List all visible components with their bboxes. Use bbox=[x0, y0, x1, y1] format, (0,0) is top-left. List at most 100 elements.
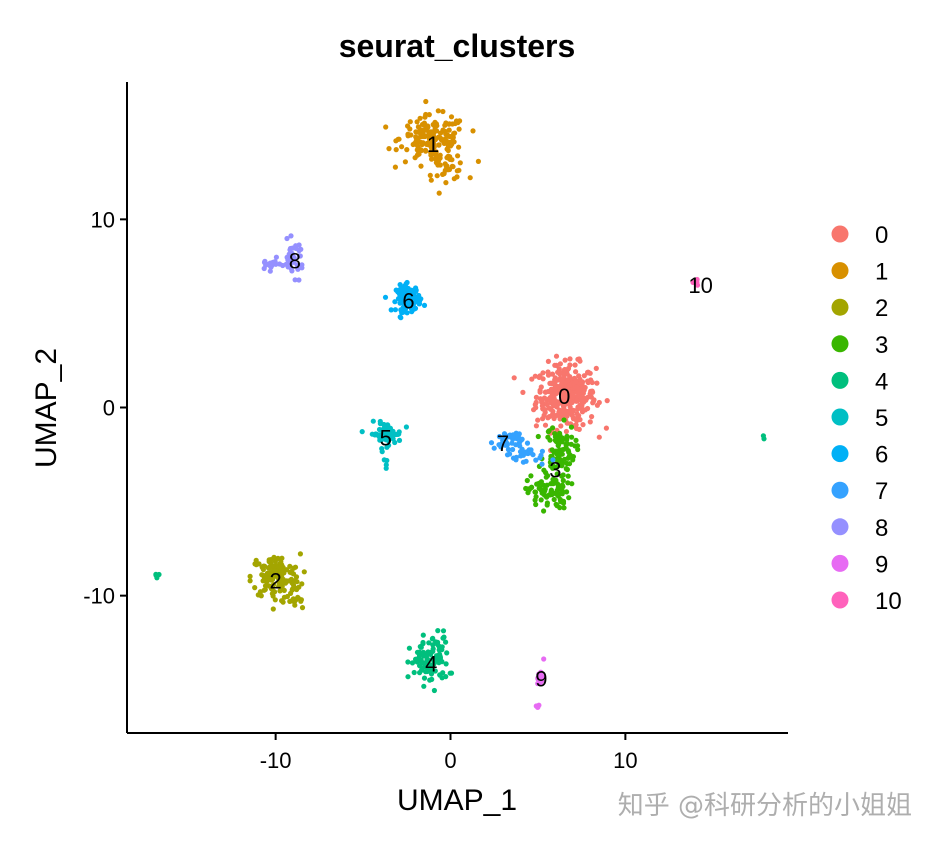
legend-key-7 bbox=[831, 481, 849, 499]
point-cluster-0 bbox=[535, 417, 541, 423]
point-cluster-7 bbox=[513, 454, 520, 460]
point-cluster-6 bbox=[398, 315, 404, 321]
point-cluster-2 bbox=[270, 606, 276, 612]
point-cluster-3 bbox=[566, 461, 573, 467]
point-cluster-2 bbox=[266, 565, 272, 571]
point-cluster-7 bbox=[504, 452, 511, 458]
point-cluster-3 bbox=[564, 489, 570, 495]
point-cluster-7 bbox=[505, 446, 511, 453]
point-cluster-1 bbox=[415, 129, 421, 135]
point-cluster-0 bbox=[545, 358, 552, 364]
point-cluster-3 bbox=[559, 447, 565, 453]
point-cluster-6 bbox=[395, 288, 401, 294]
cluster-label-3: 3 bbox=[549, 458, 561, 483]
point-cluster-3 bbox=[547, 437, 553, 443]
point-cluster-5 bbox=[376, 433, 382, 439]
point-cluster-0 bbox=[557, 370, 563, 376]
point-cluster-0 bbox=[589, 379, 595, 386]
point-cluster-0 bbox=[581, 373, 587, 379]
point-cluster-1 bbox=[440, 108, 446, 115]
point-cluster-0 bbox=[576, 413, 582, 419]
point-cluster-0 bbox=[585, 369, 591, 375]
point-cluster-3 bbox=[549, 491, 555, 497]
point-cluster-2 bbox=[278, 583, 284, 589]
point-cluster-4 bbox=[424, 657, 430, 663]
point-cluster-4 bbox=[427, 677, 433, 683]
point-cluster-2 bbox=[295, 595, 301, 601]
point-cluster-3 bbox=[561, 417, 567, 423]
point-cluster-0 bbox=[596, 434, 602, 440]
point-cluster-6 bbox=[388, 307, 394, 313]
point-cluster-4 bbox=[761, 436, 767, 442]
point-cluster-2 bbox=[299, 605, 306, 611]
point-cluster-1 bbox=[436, 142, 442, 148]
point-cluster-1 bbox=[457, 160, 463, 166]
point-cluster-6 bbox=[418, 296, 424, 302]
point-cluster-1 bbox=[386, 146, 392, 152]
point-cluster-0 bbox=[573, 379, 579, 385]
point-cluster-2 bbox=[253, 562, 259, 568]
point-cluster-4 bbox=[423, 661, 429, 668]
point-cluster-4 bbox=[422, 653, 428, 659]
cluster-label-9: 9 bbox=[535, 666, 547, 691]
x-tick-label: 10 bbox=[613, 748, 637, 773]
legend-key-3 bbox=[831, 335, 849, 353]
point-cluster-4 bbox=[432, 658, 438, 664]
point-cluster-6 bbox=[421, 302, 428, 308]
point-cluster-3 bbox=[525, 490, 531, 496]
point-cluster-3 bbox=[568, 424, 575, 430]
point-cluster-8 bbox=[267, 268, 273, 274]
point-cluster-1 bbox=[442, 136, 448, 142]
point-cluster-2 bbox=[252, 585, 258, 591]
point-cluster-7 bbox=[528, 450, 534, 456]
point-cluster-8 bbox=[295, 266, 301, 272]
point-cluster-2 bbox=[297, 551, 303, 557]
cluster-label-6: 6 bbox=[402, 288, 414, 313]
point-cluster-1 bbox=[414, 119, 420, 125]
point-cluster-7 bbox=[510, 433, 516, 439]
point-cluster-8 bbox=[292, 277, 298, 283]
point-cluster-3 bbox=[561, 505, 567, 511]
point-cluster-3 bbox=[524, 477, 530, 484]
x-tick-label: -10 bbox=[260, 748, 292, 773]
point-cluster-0 bbox=[576, 426, 582, 432]
point-cluster-4 bbox=[431, 687, 437, 694]
legend-key-1 bbox=[831, 262, 849, 280]
point-cluster-0 bbox=[561, 367, 567, 373]
point-cluster-0 bbox=[539, 403, 546, 409]
point-cluster-4 bbox=[406, 645, 412, 651]
point-cluster-1 bbox=[428, 130, 434, 136]
point-cluster-8 bbox=[293, 245, 299, 251]
point-cluster-0 bbox=[537, 373, 543, 379]
point-cluster-3 bbox=[570, 457, 576, 463]
point-cluster-1 bbox=[445, 139, 451, 145]
point-cluster-0 bbox=[533, 423, 540, 429]
point-cluster-4 bbox=[426, 640, 432, 646]
point-cluster-1 bbox=[470, 128, 476, 134]
point-cluster-0 bbox=[583, 397, 589, 403]
point-cluster-4 bbox=[447, 670, 453, 676]
legend-key-4 bbox=[831, 371, 849, 389]
cluster-label-0: 0 bbox=[558, 384, 570, 409]
point-cluster-3 bbox=[568, 441, 574, 447]
point-cluster-7 bbox=[524, 440, 531, 446]
point-cluster-6 bbox=[403, 303, 409, 309]
point-cluster-0 bbox=[596, 399, 602, 406]
point-cluster-5 bbox=[389, 430, 395, 436]
point-cluster-7 bbox=[498, 444, 504, 450]
legend-label-8: 8 bbox=[875, 515, 888, 542]
point-cluster-0 bbox=[545, 372, 552, 378]
point-cluster-3 bbox=[564, 433, 570, 439]
point-cluster-2 bbox=[258, 592, 264, 598]
point-cluster-7 bbox=[503, 442, 509, 448]
point-cluster-2 bbox=[260, 578, 266, 584]
point-cluster-0 bbox=[577, 402, 583, 408]
point-cluster-1 bbox=[448, 114, 455, 120]
cluster-labels: 0 1 2 3 4 5 6 7 8 9 10 bbox=[269, 132, 712, 691]
point-cluster-1 bbox=[412, 155, 418, 161]
point-cluster-4 bbox=[417, 663, 423, 669]
point-cluster-7 bbox=[539, 461, 545, 467]
point-cluster-0 bbox=[604, 398, 610, 404]
point-cluster-0 bbox=[557, 407, 563, 413]
